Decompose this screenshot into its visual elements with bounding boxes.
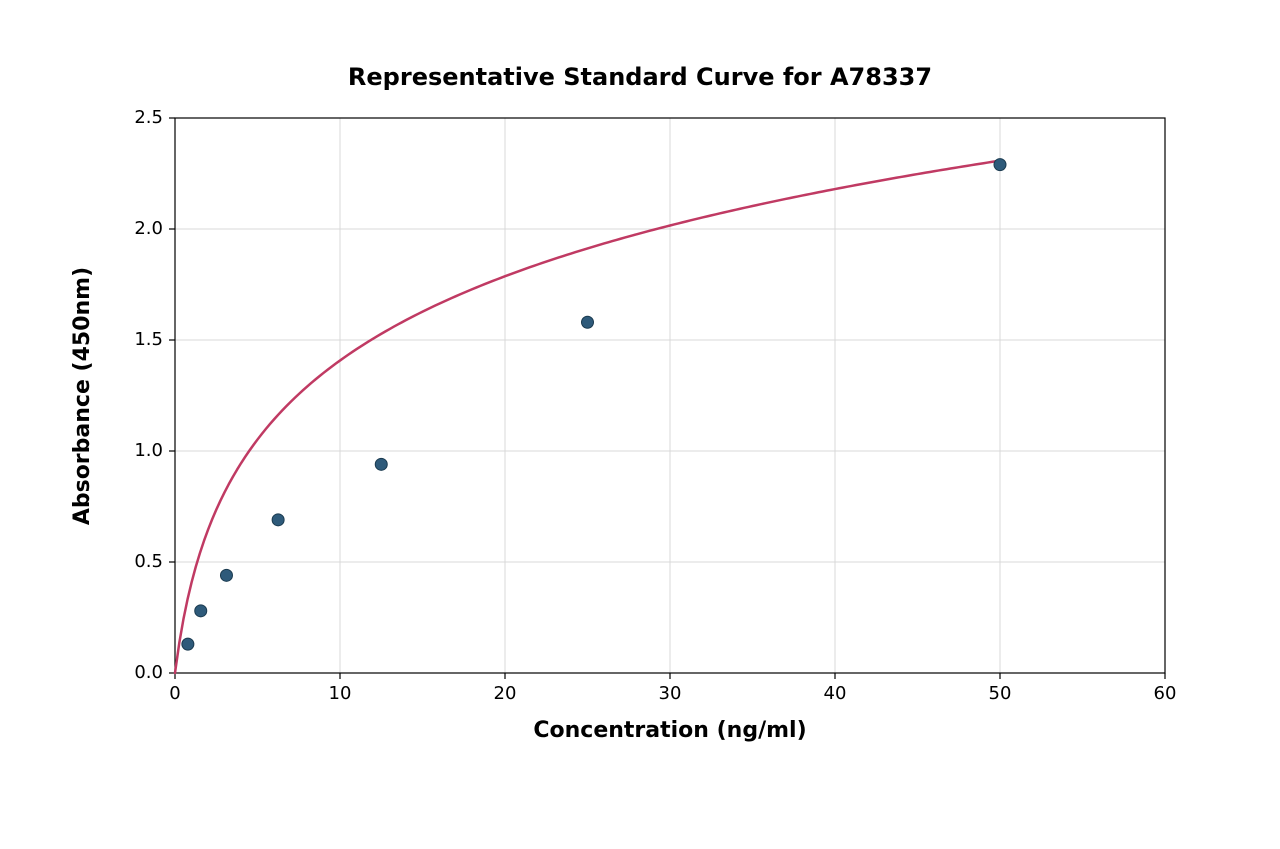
x-tick-label: 50 (970, 683, 1030, 704)
y-tick-label: 1.5 (134, 329, 163, 350)
data-point (182, 638, 194, 650)
data-point (375, 458, 387, 470)
x-tick-label: 10 (310, 683, 370, 704)
data-point (220, 569, 232, 581)
y-tick-label: 2.5 (134, 107, 163, 128)
data-point (582, 316, 594, 328)
y-tick-label: 0.0 (134, 662, 163, 683)
x-tick-label: 60 (1135, 683, 1195, 704)
x-axis-label: Concentration (ng/ml) (520, 718, 820, 743)
y-axis-label: Absorbance (450nm) (70, 266, 95, 526)
x-tick-label: 20 (475, 683, 535, 704)
y-tick-label: 2.0 (134, 218, 163, 239)
data-point (994, 159, 1006, 171)
chart-root: Representative Standard Curve for A78337… (0, 0, 1280, 845)
x-tick-label: 0 (145, 683, 205, 704)
chart-title: Representative Standard Curve for A78337 (0, 63, 1280, 91)
data-point (272, 514, 284, 526)
y-tick-label: 0.5 (134, 551, 163, 572)
y-tick-label: 1.0 (134, 440, 163, 461)
x-tick-label: 30 (640, 683, 700, 704)
x-tick-label: 40 (805, 683, 865, 704)
data-point (195, 605, 207, 617)
